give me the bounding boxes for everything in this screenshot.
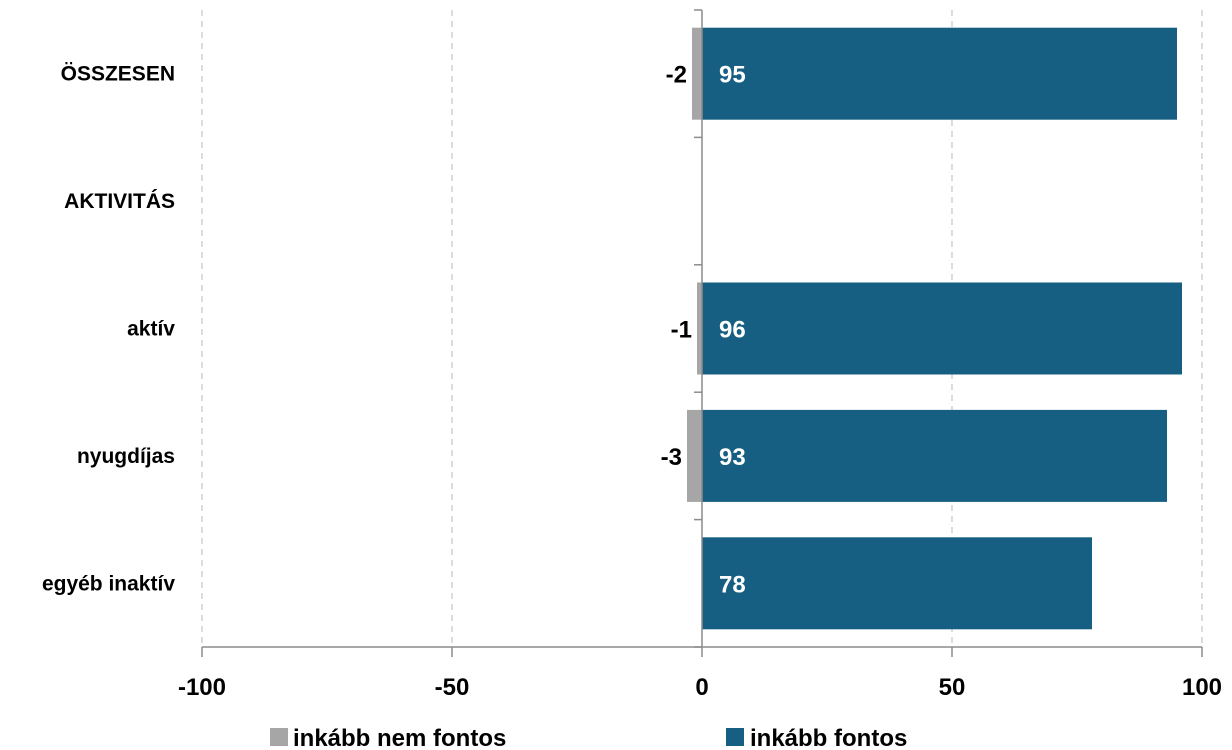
x-tick-label-50: 50 [939,674,966,701]
data-label-inkabb-fontos-egyeb-inaktiv: 78 [719,571,746,598]
category-label-aktiv: aktív [127,318,175,341]
category-label-osszesen: ÖSSZESEN [61,63,175,86]
axis-layer: -100 -50 0 50 100 [178,9,1222,701]
x-tick-label-50: -50 [435,674,470,701]
x-tick-label-100: -100 [178,674,226,701]
data-label-inkabb-fontos-osszesen: 95 [719,62,746,89]
x-tick-label-0: 0 [695,674,708,701]
bar-inkabb-fontos-egyeb-inaktiv [702,537,1092,630]
label-layer: -2 95 ÖSSZESEN AKTIVITÁS -1 96 aktív -3 93 nyugdí… [42,62,746,599]
legend-swatch-inkabb-fontos [726,728,744,746]
legend-label-inkabb-nem-fontos: inkább nem fontos [293,725,506,750]
category-label-nyugdijas: nyugdíjas [77,445,175,468]
x-tick-label-100: 100 [1182,674,1222,701]
bar-inkabb-fontos-nyugdijas [702,409,1167,502]
data-label-inkabb-fontos-nyugdijas: 93 [719,444,746,471]
bar-inkabb-nem-fontos-nyugdijas [687,409,702,502]
bar-inkabb-nem-fontos-osszesen [692,27,702,120]
data-label-inkabb-nem-fontos-osszesen: -2 [666,62,687,89]
category-label-egyeb-inaktiv: egyéb inaktív [42,572,175,595]
legend-swatch-inkabb-nem-fontos [270,728,288,746]
legend: inkább nem fontos inkább fontos [270,725,907,750]
legend-label-inkabb-fontos: inkább fontos [750,725,907,750]
bar-inkabb-fontos-aktiv [702,282,1182,375]
bar-inkabb-fontos-osszesen [702,27,1177,120]
bar-inkabb-nem-fontos-aktiv [697,282,702,375]
data-label-inkabb-fontos-aktiv: 96 [719,317,746,344]
category-label-aktivitas: AKTIVITÁS [64,190,175,213]
bar-layer [687,27,1182,630]
data-label-inkabb-nem-fontos-aktiv: -1 [671,317,692,344]
data-label-inkabb-nem-fontos-nyugdijas: -3 [661,444,682,471]
